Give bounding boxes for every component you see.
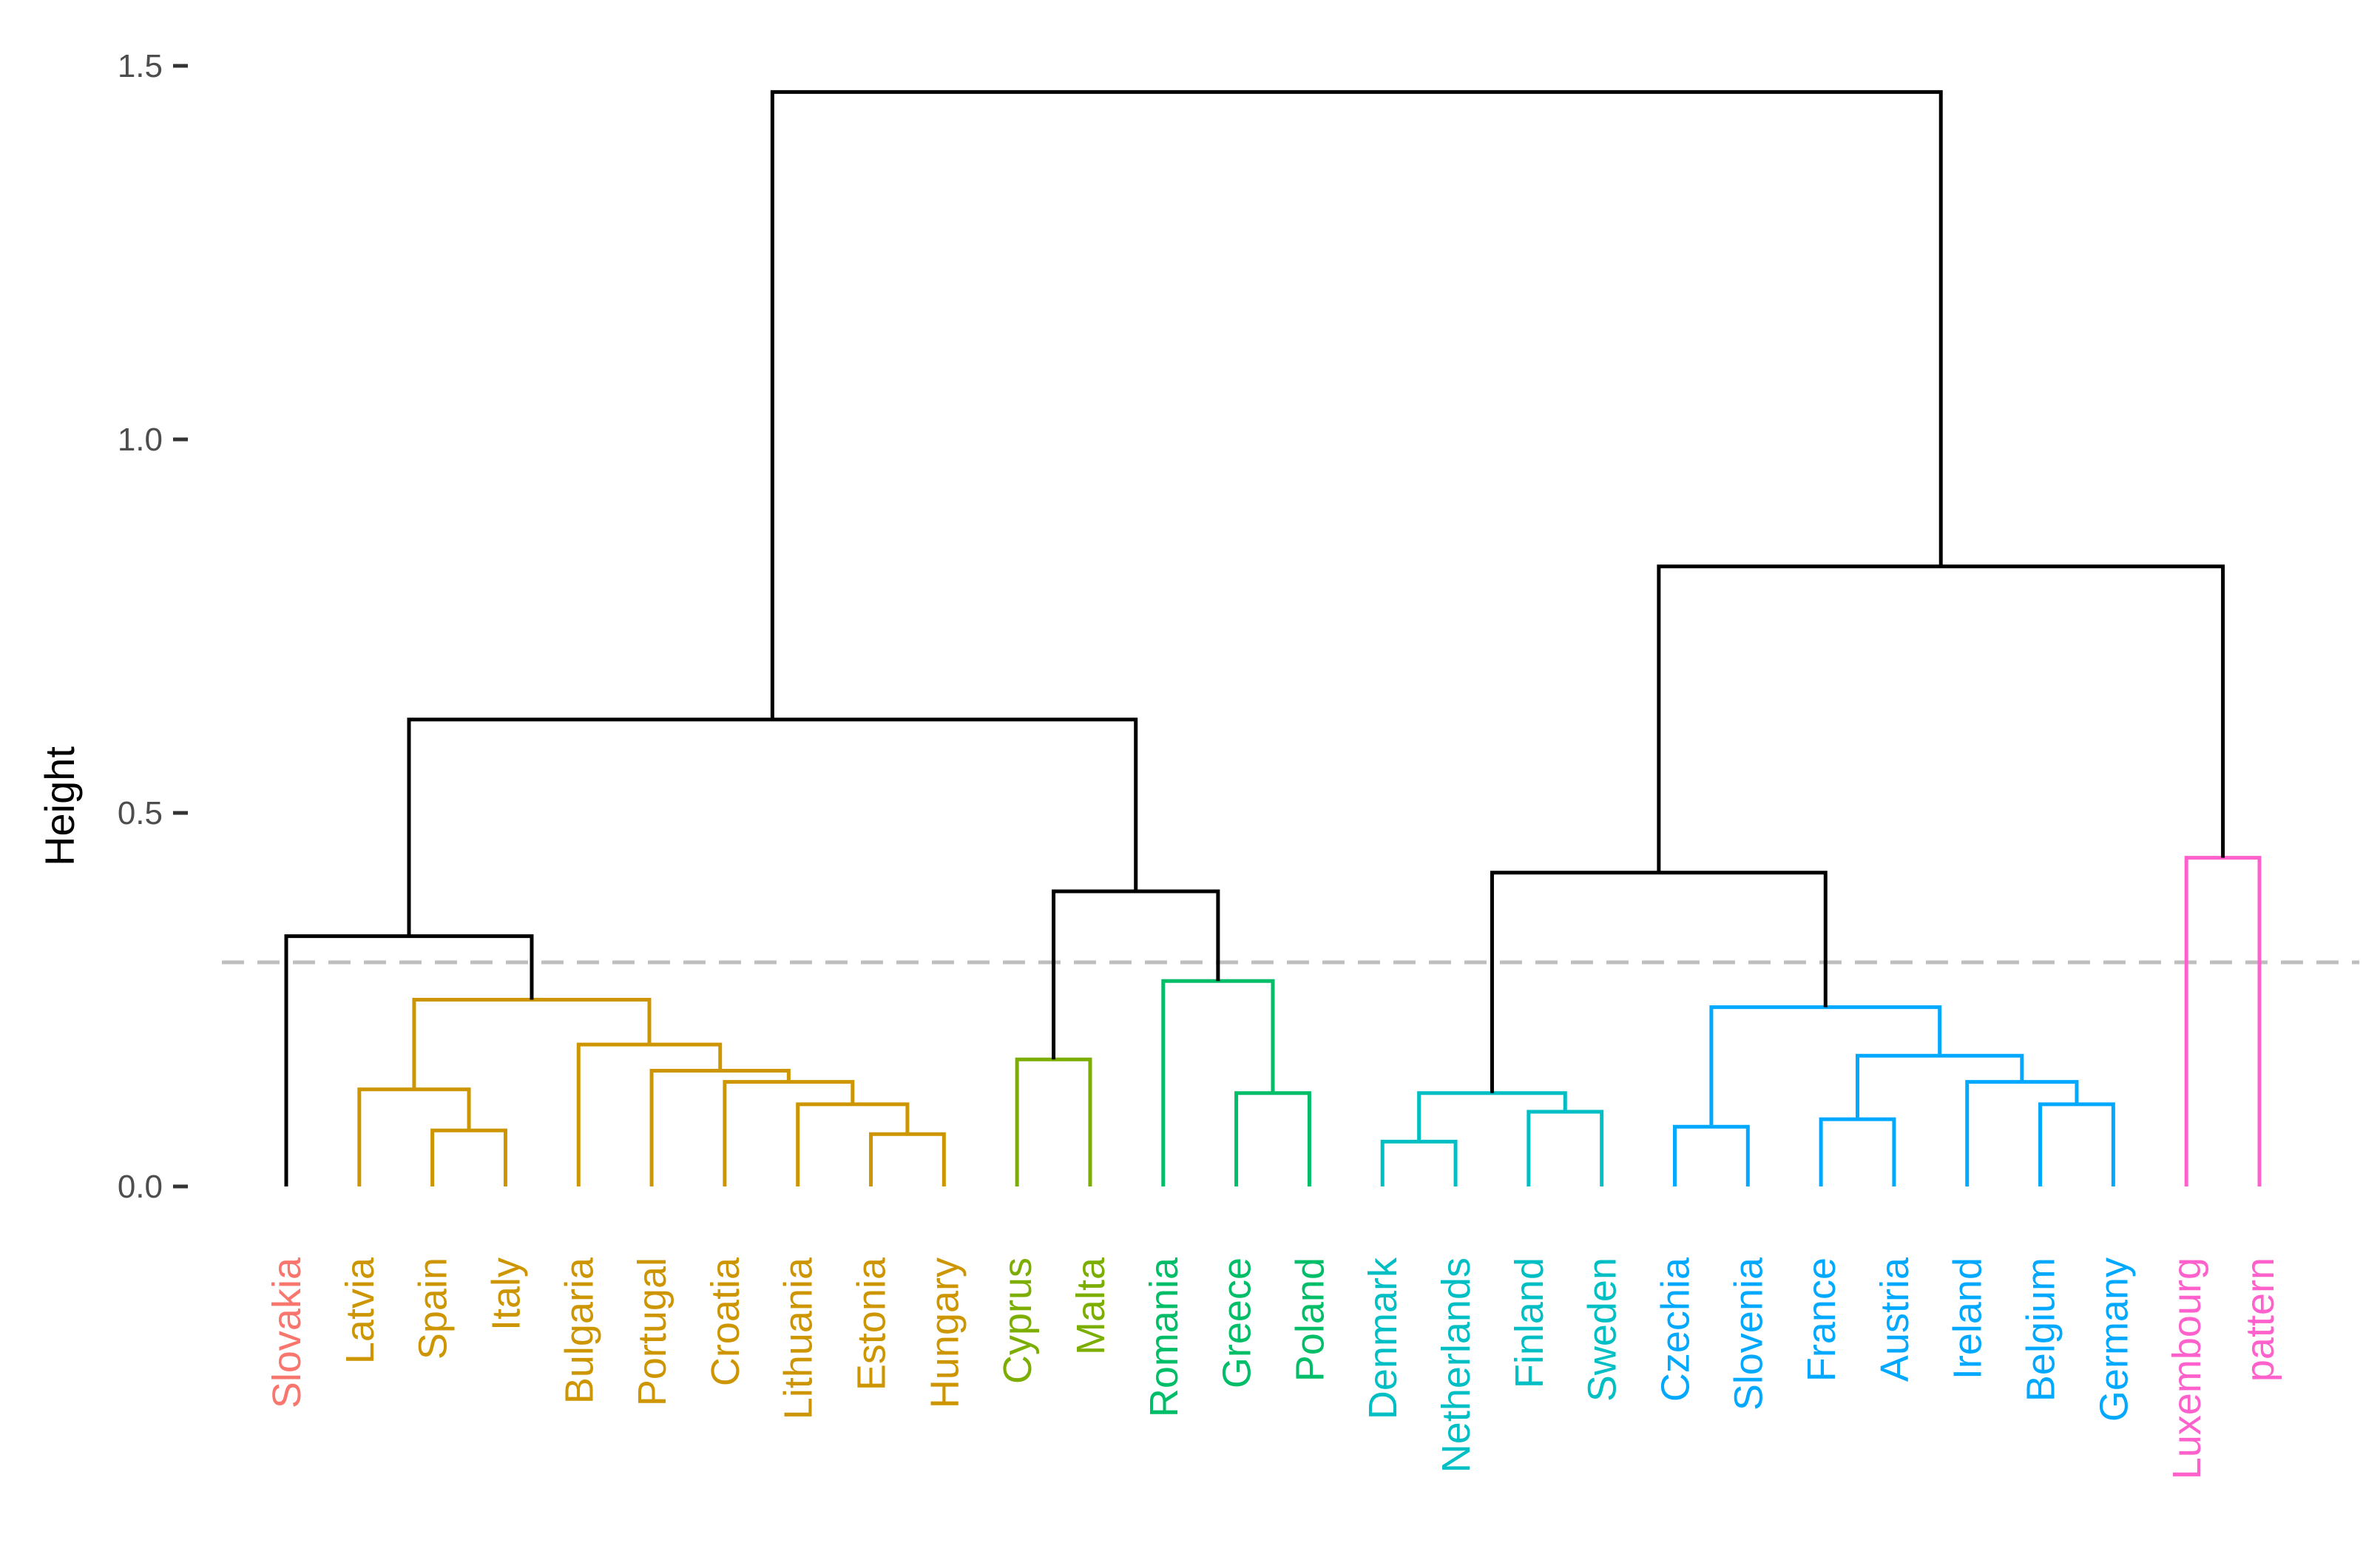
merge-link-m23 [1709,1005,1942,1127]
merge-link-m21 [1965,1080,2079,1186]
merge-link-m13 [1052,889,1220,1060]
merge-link-m18 [1672,1124,1750,1186]
merge-link-m7 [576,1042,723,1186]
merge-link-m6 [649,1068,791,1186]
leaf-label-germany: Germany [2092,1257,2136,1422]
merge-link-m3 [869,1132,946,1186]
leaf-label-lithuania: Lithuania [777,1257,821,1419]
merge-link-m2 [357,1087,471,1186]
leaf-label-slovakia: Slovakia [265,1257,309,1408]
leaf-label-denmark: Denmark [1361,1257,1405,1419]
merge-link-m17 [1417,1091,1567,1142]
leaf-label-slovenia: Slovenia [1726,1257,1771,1411]
merge-link-m27 [770,90,1943,720]
merge-link-m12 [1161,979,1275,1186]
merge-link-m15 [1380,1139,1458,1186]
y-tick-label: 0.0 [118,1169,163,1205]
leaf-label-spain: Spain [411,1257,456,1360]
merge-link-m1 [430,1128,507,1186]
leaf-label-bulgaria: Bulgaria [557,1257,601,1404]
leaf-label-poland: Poland [1288,1257,1332,1382]
merge-link-m16 [1527,1110,1604,1186]
merge-link-m14 [407,717,1138,936]
merge-link-m22 [1856,1053,2024,1120]
merge-link-m24 [1490,871,1828,1093]
leaf-label-hungary: Hungary [922,1257,967,1408]
leaf-label-czechia: Czechia [1653,1257,1697,1402]
y-axis-title: Height [36,746,83,866]
leaf-label-malta: Malta [1069,1257,1113,1355]
dendrogram-links [284,90,2262,1186]
y-tick-label: 1.5 [118,48,163,84]
leaf-label-luxembourg: Luxembourg [2165,1257,2209,1479]
merge-link-m4 [796,1102,910,1186]
leaf-label-latvia: Latvia [338,1257,382,1364]
merge-link-m9 [284,934,534,1186]
leaf-label-estonia: Estonia [850,1257,894,1391]
leaf-label-belgium: Belgium [2019,1257,2063,1402]
y-tick-label: 0.5 [118,795,163,831]
leaf-label-austria: Austria [1873,1257,1917,1382]
leaf-label-portugal: Portugal [630,1257,675,1406]
leaf-label-cyprus: Cyprus [995,1257,1040,1384]
y-axis: 0.0 0.5 1.0 1.5 [118,48,188,1205]
leaf-label-greece: Greece [1215,1257,1260,1388]
merge-link-m11 [1234,1091,1311,1186]
merge-link-m20 [2038,1102,2115,1186]
leaf-label-france: France [1799,1257,1844,1382]
merge-link-m10 [1015,1057,1092,1186]
leaf-label-romania: Romania [1142,1257,1186,1417]
leaf-label-sweden: Sweden [1581,1257,1625,1402]
merge-link-m26 [1657,564,2225,873]
merge-link-m19 [1819,1117,1896,1186]
leaf-label-croatia: Croatia [703,1257,748,1386]
leaf-label-ireland: Ireland [1946,1257,1990,1380]
leaf-label-finland: Finland [1507,1257,1552,1388]
leaf-labels: Slovakia Latvia Spain Italy Bulgaria Portugal… [265,1257,2282,1479]
merge-link-m5 [723,1080,855,1186]
leaf-label-italy: Italy [484,1257,528,1331]
merge-link-m25 [2184,856,2262,1186]
y-tick-label: 1.0 [118,422,163,458]
leaf-label-netherlands: Netherlands [1434,1257,1478,1473]
leaf-label-pattern: pattern [2238,1257,2282,1382]
